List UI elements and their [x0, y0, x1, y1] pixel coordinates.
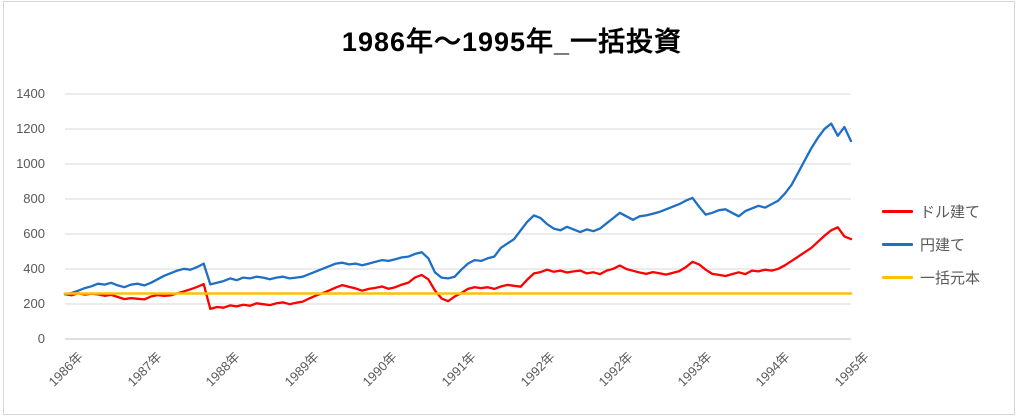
legend-line-swatch-yen — [882, 243, 913, 246]
y-tick-label: 600 — [23, 226, 45, 241]
legend-label-principal: 一括元本 — [920, 270, 981, 287]
y-tick-label: 800 — [23, 191, 45, 206]
legend-label-yen: 円建て — [920, 237, 966, 254]
series-line-yen — [63, 122, 853, 296]
legend: ドル建て 円建て 一括元本 — [882, 202, 980, 287]
legend-item-dollar: ドル建て — [882, 202, 980, 221]
y-tick-label: 1200 — [16, 121, 45, 136]
legend-line-swatch-principal — [882, 276, 913, 279]
legend-label-dollar: ドル建て — [920, 204, 981, 221]
legend-item-principal: 一括元本 — [882, 268, 980, 287]
legend-line-swatch-dollar — [882, 210, 913, 213]
y-tick-label: 200 — [23, 296, 45, 311]
y-tick-label: 1000 — [16, 156, 45, 171]
y-tick-label: 0 — [37, 331, 45, 346]
chart-title: 1986年〜1995年_一括投資 — [341, 27, 683, 57]
legend-item-yen: 円建て — [882, 235, 980, 254]
y-tick-label: 400 — [23, 261, 45, 276]
y-tick-label: 1400 — [16, 86, 45, 101]
